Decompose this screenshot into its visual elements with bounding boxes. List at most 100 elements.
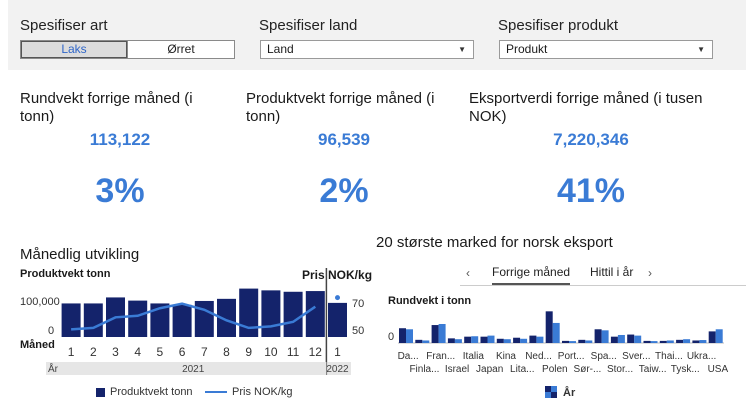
market-bar-dark xyxy=(659,340,667,343)
market-bar-dark xyxy=(447,338,455,343)
chevron-down-icon: ▼ xyxy=(697,45,705,54)
market-bar-dark xyxy=(708,331,716,343)
monthly-legend-bar: Produktvekt tonn xyxy=(96,386,193,398)
market-bar-dark xyxy=(692,340,700,343)
market-bar-light xyxy=(471,336,479,343)
art-toggle[interactable]: Laks Ørret xyxy=(20,40,235,59)
year-axis-label: År xyxy=(48,362,59,375)
market-bar-dark xyxy=(610,336,618,343)
kpi-eksportverdi-value: 7,220,346 xyxy=(553,130,629,149)
market-x-label: Taiw... xyxy=(639,364,667,375)
market-bar-light xyxy=(552,322,560,343)
market-x-label: Italia xyxy=(463,351,485,362)
market-x-label: Japan xyxy=(476,364,503,375)
market-x-label: Sør-... xyxy=(574,364,602,375)
year-strip xyxy=(327,362,351,375)
market-bar-dark xyxy=(399,328,406,343)
filter-panel: Spesifiser art Laks Ørret Spesifiser lan… xyxy=(8,0,746,70)
market-y-tick: 0 xyxy=(388,331,395,343)
land-filter-label: Spesifiser land xyxy=(259,17,358,34)
monthly-bar xyxy=(194,300,214,337)
tab-forrige-maned[interactable]: Forrige måned xyxy=(492,265,571,285)
market-bar-light xyxy=(634,335,642,343)
legend-swatch-icon xyxy=(545,386,558,399)
x-tick-label: 7 xyxy=(201,345,208,359)
kpi-eksportverdi-title: Eksportverdi forrige måned (i tusen NOK) xyxy=(469,90,703,125)
land-select[interactable]: Land ▼ xyxy=(260,40,474,59)
market-x-label: Tysk... xyxy=(671,364,700,375)
x-tick-label: 11 xyxy=(287,345,300,359)
market-bar-light xyxy=(422,340,430,343)
monthly-bar xyxy=(150,303,170,337)
market-bar-light xyxy=(487,335,495,343)
x-tick-label: 9 xyxy=(245,345,252,359)
art-option-laks[interactable]: Laks xyxy=(21,41,128,58)
produkt-select[interactable]: Produkt ▼ xyxy=(499,40,713,59)
market-x-label: Fran... xyxy=(426,351,455,362)
price-line xyxy=(71,302,317,331)
market-x-label: Port... xyxy=(558,351,585,362)
kpi-produktvekt-title: Produktvekt forrige måned (i tonn) xyxy=(246,90,435,125)
monthly-title: Månedlig utvikling xyxy=(20,246,140,263)
art-filter-label: Spesifiser art xyxy=(20,17,108,34)
legend-swatch xyxy=(96,387,105,397)
kpi-produktvekt-pct: 2% xyxy=(319,172,369,210)
kpi-rundvekt-title: Rundvekt forrige måned (i tonn) xyxy=(20,90,193,125)
market-bar-light xyxy=(503,339,511,343)
market-x-label: USA xyxy=(708,364,729,375)
tab-hittil-i-ar[interactable]: Hittil i år xyxy=(590,265,634,279)
market-tabs: ‹ Forrige måned Hittil i år › xyxy=(460,262,746,286)
market-bar-light xyxy=(406,329,413,343)
market-bar-dark xyxy=(643,340,651,343)
land-select-value: Land xyxy=(267,42,294,56)
chevron-left-icon[interactable]: ‹ xyxy=(466,266,470,280)
market-title: 20 største marked for norsk eksport xyxy=(376,234,613,251)
market-x-label: Kina xyxy=(496,351,516,362)
market-x-label: Ned... xyxy=(525,351,552,362)
market-bar-dark xyxy=(529,335,537,343)
market-x-label: Lita... xyxy=(510,364,534,375)
market-bar-light xyxy=(601,330,609,343)
market-bar-dark xyxy=(431,325,439,343)
x-tick-label: 12 xyxy=(309,345,323,359)
year-label: 2021 xyxy=(182,364,205,375)
monthly-bar xyxy=(328,302,347,337)
market-bar-dark xyxy=(676,339,684,343)
year-strip xyxy=(46,362,327,375)
art-option-orret[interactable]: Ørret xyxy=(167,42,195,56)
market-bar-light xyxy=(585,340,593,343)
market-bar-light xyxy=(438,324,446,343)
market-bar-dark xyxy=(415,339,423,343)
market-bar-light xyxy=(454,339,462,343)
kpi-produktvekt-value: 96,539 xyxy=(318,130,370,149)
market-x-label: Israel xyxy=(445,364,469,375)
market-x-label: Thai... xyxy=(655,351,683,362)
market-bar-dark xyxy=(496,338,504,343)
monthly-right-axis-label: Pris NOK/kg xyxy=(302,268,373,282)
market-x-label: Polen xyxy=(542,364,568,375)
market-bar-light xyxy=(715,329,723,343)
monthly-legend-line: Pris NOK/kg xyxy=(205,386,293,398)
monthly-bar xyxy=(239,288,259,337)
market-bar-dark xyxy=(562,340,569,343)
produkt-select-value: Produkt xyxy=(506,42,548,56)
x-tick-label: 4 xyxy=(134,345,141,359)
market-x-label: Da... xyxy=(398,351,419,362)
market-x-label: Spa... xyxy=(591,351,617,362)
market-bar-dark xyxy=(464,336,472,343)
kpi-rundvekt-pct: 3% xyxy=(95,172,145,210)
market-bar-dark xyxy=(480,336,488,343)
x-tick-label: 6 xyxy=(179,345,186,359)
kpi-eksportverdi-pct: 41% xyxy=(556,172,626,210)
market-bar-light xyxy=(650,341,658,343)
market-bar-light xyxy=(536,336,544,343)
market-bar-light xyxy=(617,334,625,343)
market-bar-dark xyxy=(513,337,521,343)
x-tick-label: 3 xyxy=(112,345,119,359)
y-right-tick: 70 xyxy=(352,298,365,310)
chevron-right-icon[interactable]: › xyxy=(648,266,652,280)
kpi-rundvekt-value: 113,122 xyxy=(89,130,151,149)
monthly-bar xyxy=(172,304,192,337)
